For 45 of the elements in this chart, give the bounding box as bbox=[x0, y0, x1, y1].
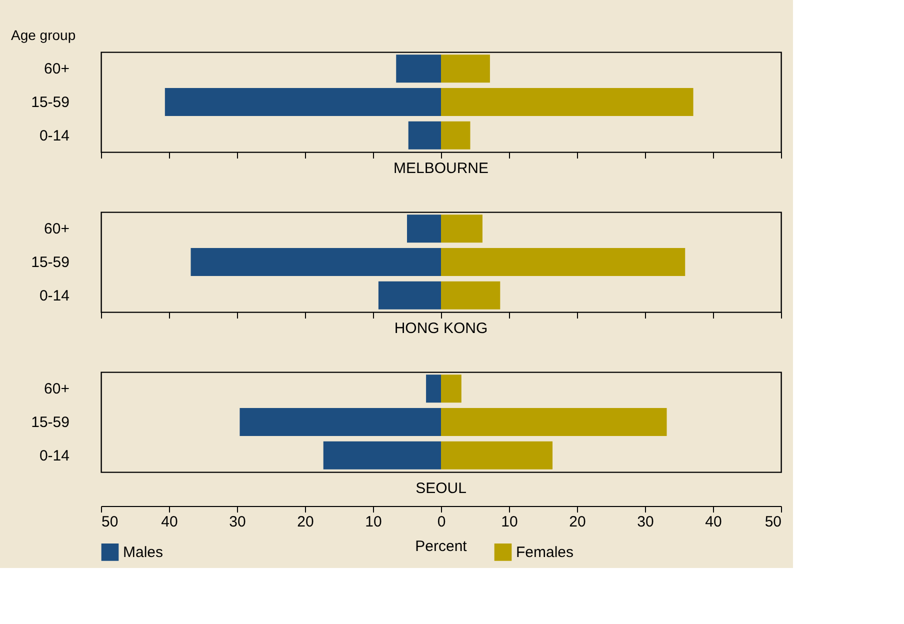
y-tick-label: 60+ bbox=[44, 220, 70, 238]
x-tick-label: 10 bbox=[365, 514, 382, 530]
bar bbox=[441, 54, 490, 83]
bar bbox=[240, 408, 441, 436]
x-tick-label: 50 bbox=[102, 514, 118, 530]
x-tick-label: 20 bbox=[297, 514, 314, 530]
text: SEOUL bbox=[416, 480, 466, 497]
bar bbox=[441, 248, 686, 276]
x-tick-label: 20 bbox=[569, 514, 586, 530]
legend-label: Females bbox=[516, 544, 574, 562]
bar bbox=[441, 88, 694, 116]
x-tick-label: 30 bbox=[229, 514, 246, 530]
x-tick-label: 40 bbox=[161, 514, 178, 530]
bar bbox=[441, 374, 462, 403]
y-tick-label: 15-59 bbox=[31, 94, 70, 111]
bar bbox=[408, 121, 441, 150]
x-tick-label: 50 bbox=[764, 514, 782, 530]
x-tick-label: 10 bbox=[501, 514, 518, 530]
y-tick-label: 0-14 bbox=[39, 447, 70, 464]
bar bbox=[441, 408, 667, 436]
x-axis-title: Percent bbox=[415, 538, 468, 555]
legend-label: Males bbox=[123, 544, 164, 562]
x-tick-label: 0 bbox=[437, 514, 446, 530]
bar bbox=[441, 121, 470, 150]
bar bbox=[407, 214, 441, 243]
bar bbox=[323, 441, 441, 470]
bar bbox=[190, 248, 441, 276]
text: HONG KONG bbox=[394, 320, 488, 337]
y-axis-title: Age group bbox=[11, 27, 76, 43]
bar bbox=[164, 88, 441, 116]
x-tick-label: 40 bbox=[705, 514, 722, 530]
y-tick-label: 15-59 bbox=[31, 254, 70, 271]
bar bbox=[396, 54, 441, 83]
bar bbox=[441, 214, 482, 243]
y-tick-label: 60+ bbox=[44, 60, 70, 78]
y-tick-label: 0-14 bbox=[39, 287, 70, 304]
bar bbox=[441, 441, 553, 470]
x-tick-label: 30 bbox=[637, 514, 654, 530]
y-tick-label: 15-59 bbox=[31, 414, 70, 431]
bar bbox=[441, 281, 500, 310]
y-tick-label: 60+ bbox=[44, 380, 70, 398]
bar bbox=[378, 281, 441, 310]
text: MELBOURNE bbox=[393, 160, 489, 177]
y-tick-label: 0-14 bbox=[39, 127, 70, 144]
bar bbox=[426, 374, 441, 403]
